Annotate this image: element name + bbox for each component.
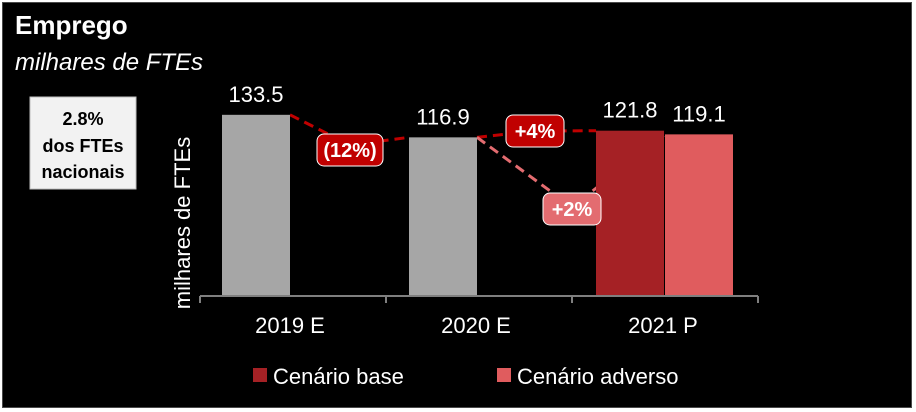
bar-2021-base: [596, 130, 664, 296]
growth-badge-base-background: [505, 114, 565, 148]
value-label-2021-adverse: 119.1: [672, 101, 725, 126]
bar-2021-adverse: [665, 134, 733, 296]
growth-badge-base: +4%: [505, 114, 565, 148]
growth-badge-adverse-label: +2%: [552, 199, 593, 221]
growth-badge-base-label: +4%: [515, 121, 556, 143]
legend-swatch-adverse: [497, 368, 511, 382]
legend-label-adverse: Cenário adverso: [517, 364, 678, 389]
value-label-2021-base: 121.8: [602, 98, 657, 123]
value-labels: 133.5 116.9 121.8 119.1: [228, 82, 725, 130]
x-tick-label-2019: 2019 E: [255, 313, 325, 338]
info-box: 2.8% dos FTEs nacionais: [29, 96, 137, 190]
bars: [222, 114, 733, 296]
growth-badge-2019-2020-label: (12%): [323, 140, 376, 162]
chart-title: Emprego: [15, 10, 128, 40]
legend-label-base: Cenário base: [273, 364, 404, 389]
info-box-line-3: nacionais: [41, 162, 124, 182]
legend-swatch-base: [253, 368, 267, 382]
info-box-line-2: dos FTEs: [42, 136, 123, 156]
bar-2020: [409, 137, 477, 296]
value-label-2019: 133.5: [228, 82, 283, 107]
value-label-2020: 116.9: [416, 104, 469, 129]
x-tick-label-2020: 2020 E: [441, 313, 511, 338]
growth-badge-adverse-background: [542, 192, 602, 226]
info-box-line-1: 2.8%: [62, 109, 103, 129]
growth-line-base: [476, 129, 597, 139]
growth-badge-2019-2020: (12%): [316, 133, 384, 167]
bar-2019: [222, 114, 290, 296]
info-box-background: [29, 96, 137, 190]
y-axis-label: milhares de FTEs: [170, 137, 195, 309]
chart-subtitle: milhares de FTEs: [15, 49, 203, 76]
growth-badge-2019-2020-background: [316, 133, 384, 167]
growth-badge-adverse: +2%: [542, 192, 602, 226]
legend: Cenário base Cenário adverso: [253, 364, 678, 389]
x-tick-label-2021: 2021 P: [628, 313, 698, 338]
growth-badges: (12%) +4% +2%: [316, 114, 602, 226]
